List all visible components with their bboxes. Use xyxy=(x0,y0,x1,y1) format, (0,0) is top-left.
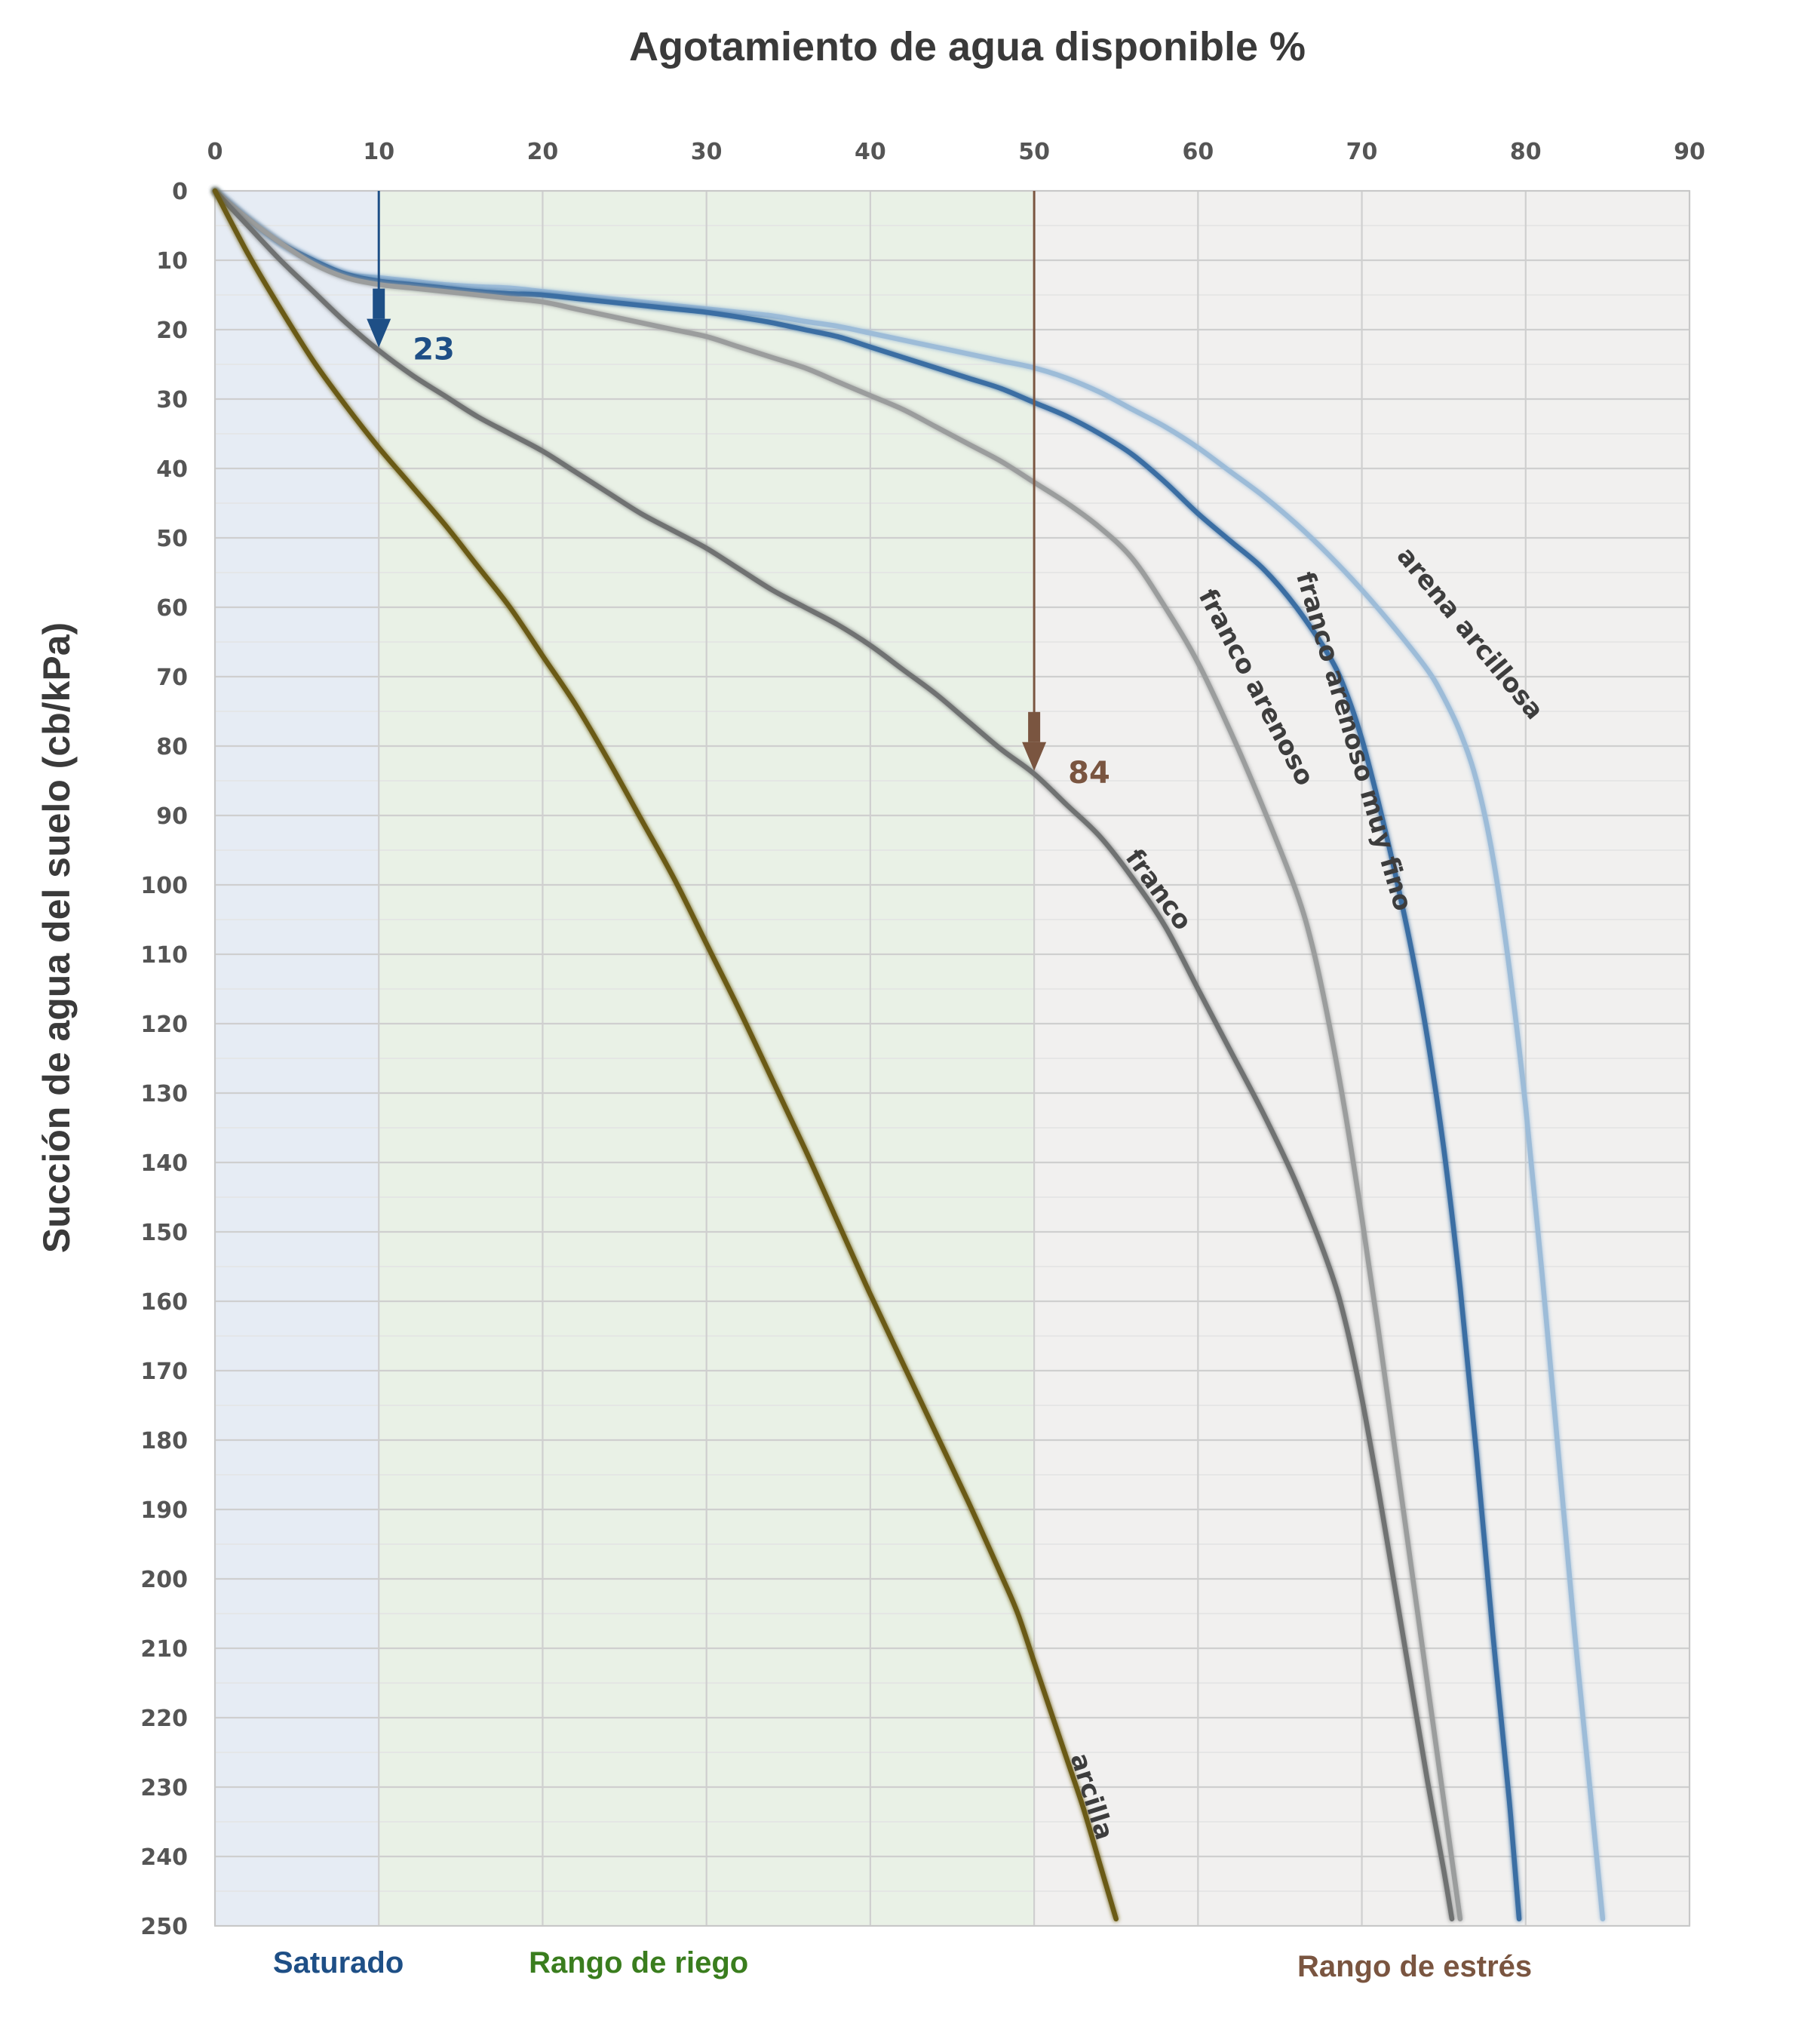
y-tick-label: 170 xyxy=(140,1359,188,1385)
y-tick-label: 240 xyxy=(140,1844,188,1871)
y-tick-label: 100 xyxy=(140,873,188,899)
y-tick-label: 60 xyxy=(156,595,188,622)
y-tick-label: 250 xyxy=(140,1914,188,1940)
series-line-franco xyxy=(212,188,1455,1922)
y-tick-label: 210 xyxy=(140,1636,188,1663)
y-tick-label: 20 xyxy=(156,318,188,344)
y-tick-label: 160 xyxy=(140,1289,188,1316)
y-tick-label: 40 xyxy=(156,456,188,483)
plot-border xyxy=(214,190,1690,1927)
series-line-franco-arenoso-muy-fino xyxy=(212,188,1522,1922)
chart-title: Agotamiento de agua disponible % xyxy=(629,24,1306,69)
x-tick-label: 80 xyxy=(1510,139,1542,165)
x-tick-label: 0 xyxy=(207,139,223,165)
y-tick-label: 130 xyxy=(140,1081,188,1107)
zone-label-1: Rango de riego xyxy=(529,1946,748,1979)
annotation-value-1: 84 xyxy=(1068,756,1110,791)
x-tick-label: 50 xyxy=(1018,139,1050,165)
annotation-value-0: 23 xyxy=(413,333,455,367)
x-tick-label: 40 xyxy=(855,139,886,165)
y-tick-label: 190 xyxy=(140,1497,188,1524)
x-tick-label: 90 xyxy=(1674,139,1705,165)
x-tick-label: 70 xyxy=(1346,139,1378,165)
y-tick-label: 80 xyxy=(156,734,188,760)
series-line-arena-arcillosa xyxy=(212,188,1606,1922)
x-tick-label: 10 xyxy=(363,139,394,165)
y-tick-label: 30 xyxy=(156,387,188,413)
series-line-franco-arenoso xyxy=(212,188,1463,1922)
y-tick-label: 230 xyxy=(140,1775,188,1801)
y-tick-label: 90 xyxy=(156,803,188,830)
annotation-arrow-head-1 xyxy=(1022,742,1047,771)
zone-label-2: Rango de estrés xyxy=(1297,1950,1532,1983)
y-tick-label: 220 xyxy=(140,1706,188,1732)
x-tick-label: 30 xyxy=(691,139,723,165)
y-tick-label: 110 xyxy=(140,942,188,969)
y-tick-label: 50 xyxy=(156,526,188,552)
zone-label-0: Saturado xyxy=(273,1946,404,1979)
y-tick-label: 70 xyxy=(156,665,188,691)
y-tick-label: 150 xyxy=(140,1220,188,1246)
y-tick-label: 200 xyxy=(140,1567,188,1593)
annotation-arrow-head-0 xyxy=(367,318,391,348)
y-tick-label: 120 xyxy=(140,1012,188,1038)
x-tick-label: 60 xyxy=(1182,139,1214,165)
y-tick-label: 140 xyxy=(140,1150,188,1177)
series-line-arcilla xyxy=(212,188,1119,1922)
y-axis-label: Succión de agua del suelo (cb/kPa) xyxy=(35,622,78,1253)
y-tick-label: 180 xyxy=(140,1428,188,1454)
annotation-arrow-body-0 xyxy=(373,288,385,319)
annotation-arrow-body-1 xyxy=(1028,711,1041,742)
y-tick-label: 0 xyxy=(172,179,188,205)
x-tick-label: 20 xyxy=(527,139,559,165)
y-tick-label: 10 xyxy=(156,248,188,275)
